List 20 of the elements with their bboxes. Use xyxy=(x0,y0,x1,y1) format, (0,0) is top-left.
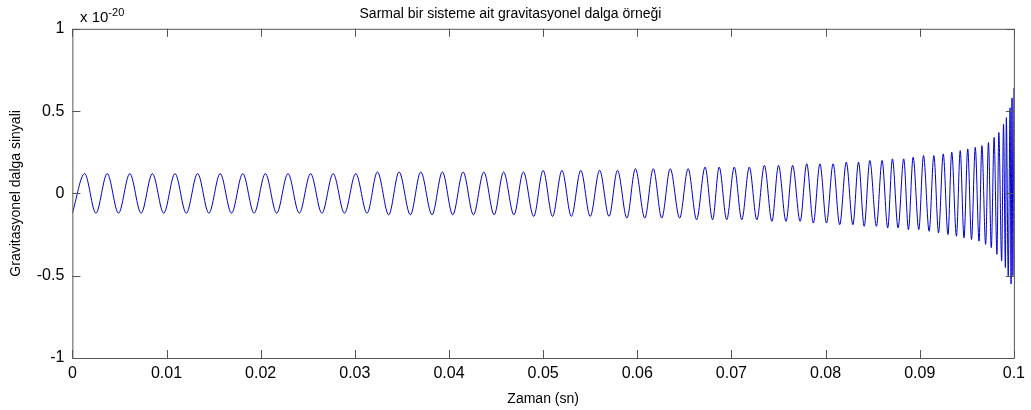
text: x 10$^{-20}$ xyxy=(80,6,125,25)
x-tick-label: 0.07 xyxy=(715,364,748,382)
x-tick-label: 0.05 xyxy=(527,364,559,382)
y-tick-label: 0 xyxy=(55,183,65,201)
y-tick-label: -0.5 xyxy=(36,266,65,284)
x-tick-label: 0.03 xyxy=(339,364,371,382)
x-tick-label: 0.06 xyxy=(621,364,653,382)
y-axis-title: Gravitasyonel dalga sinyali xyxy=(7,110,24,277)
y-tick-label: 0.5 xyxy=(42,101,65,119)
chart-title: Sarmal bir sisteme ait gravitasyonel dalga örneği xyxy=(359,5,662,22)
x-tick-label: 0.01 xyxy=(150,364,183,382)
y-tick-label: -1 xyxy=(50,348,65,366)
x-tick-label: 0.09 xyxy=(904,364,936,382)
y-tick-label: 1 xyxy=(55,19,65,37)
x-tick-label: 0.02 xyxy=(245,364,277,382)
x-tick-label: 0.1 xyxy=(1002,364,1026,382)
x-tick-label: 0 xyxy=(67,364,77,382)
x-tick-label: 0.04 xyxy=(433,364,465,382)
x-tick-label: 0.08 xyxy=(810,364,842,382)
x-axis-title: Zaman (sn) xyxy=(507,390,579,407)
